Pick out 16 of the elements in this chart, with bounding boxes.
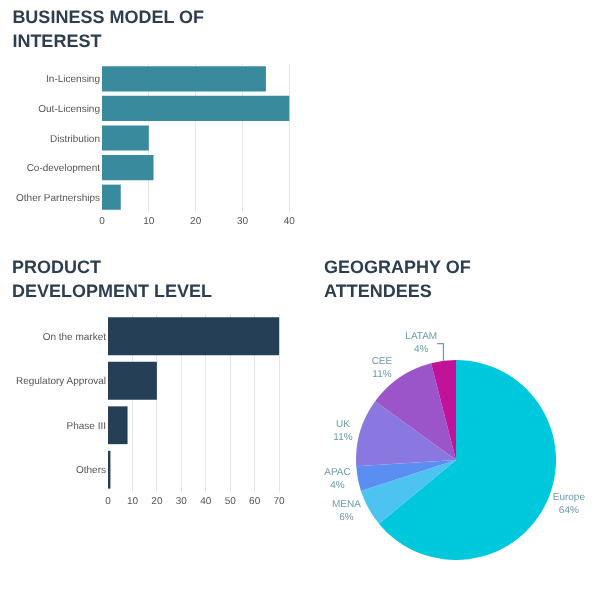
bar [102, 95, 290, 121]
chart-title: GEOGRAPHY OF ATTENDEES [324, 257, 472, 301]
pie-slice [360, 460, 456, 524]
bar [102, 66, 266, 92]
bar [108, 317, 280, 356]
chart-title: PRODUCT DEVELOPMENT LEVEL [12, 257, 214, 301]
bar [102, 184, 121, 210]
bar [108, 406, 128, 445]
pie-slice [356, 401, 456, 467]
bar [108, 361, 157, 400]
chart-title: BUSINESS MODEL OF INTEREST [12, 7, 206, 51]
bar [102, 125, 149, 151]
bar [102, 155, 154, 181]
pie-slice [356, 460, 456, 491]
pie-slice [431, 360, 456, 460]
pie-slice [375, 363, 456, 460]
